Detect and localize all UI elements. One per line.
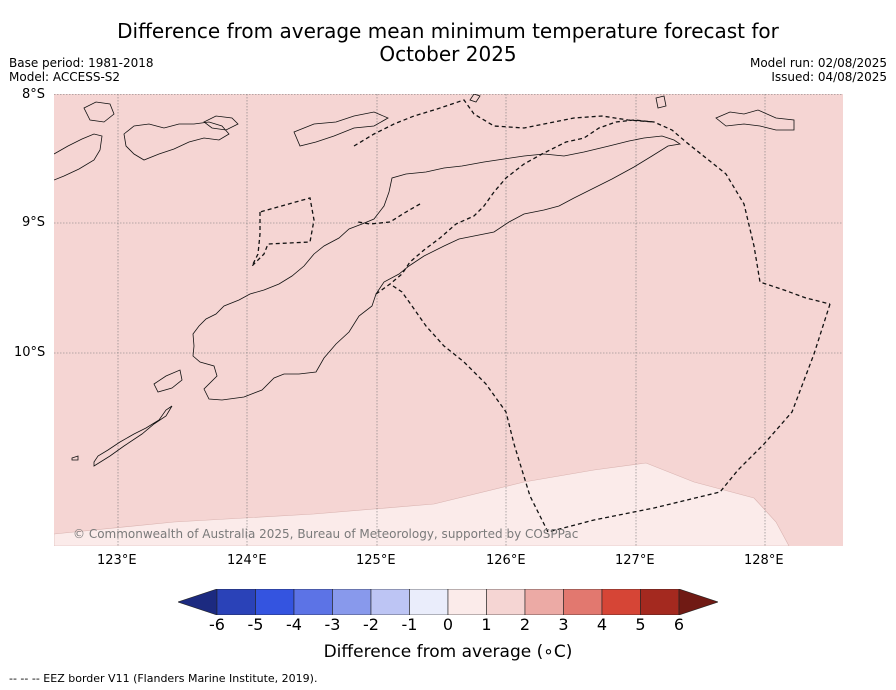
colorbar xyxy=(178,589,718,615)
colorbar-tick-label: 6 xyxy=(673,615,685,634)
rote-coastline xyxy=(93,405,173,467)
semau-coastline xyxy=(153,369,183,393)
colorbar-cell xyxy=(524,589,564,615)
north-island-coastline xyxy=(123,121,230,161)
colorbar-cell xyxy=(293,589,333,615)
colorbar-tick-label: -1 xyxy=(401,615,418,634)
colorbar-tick-label: 0 xyxy=(442,615,454,634)
small-island-4 xyxy=(655,95,667,109)
model-text: Model: ACCESS-S2 xyxy=(9,70,121,84)
eez-inner-border xyxy=(357,203,421,225)
lon-label-125e: 125°E xyxy=(356,553,396,568)
colorbar-tick-label: 1 xyxy=(481,615,492,634)
issued-text: Issued: 04/08/2025 xyxy=(771,70,887,84)
colorbar-cell xyxy=(601,589,641,615)
copyright-text: © Commonwealth of Australia 2025, Bureau… xyxy=(73,527,579,541)
lon-label-123e: 123°E xyxy=(97,553,137,568)
small-island-1 xyxy=(83,101,115,123)
lon-label-126e: 126°E xyxy=(486,553,526,568)
small-island-5 xyxy=(715,109,795,131)
eez-enclave-border xyxy=(251,197,315,267)
lat-label-10s: 10°S xyxy=(14,345,46,360)
coastlines xyxy=(54,94,795,467)
colorbar-tick-label: -3 xyxy=(324,615,341,634)
timor-coastline xyxy=(192,135,682,401)
graticule xyxy=(54,94,843,546)
colorbar-tick-label: 5 xyxy=(635,615,646,634)
lon-label-128e: 128°E xyxy=(744,553,784,568)
lat-label-9s: 9°S xyxy=(22,215,46,230)
eez-south-border xyxy=(389,283,831,533)
chart-title: Difference from average mean minimum tem… xyxy=(0,20,896,66)
colorbar-cell xyxy=(216,589,256,615)
colorbar-cell xyxy=(409,589,449,615)
colorbar-tick-label: 2 xyxy=(519,615,531,634)
colorbar-tick-label: 3 xyxy=(558,615,569,634)
colorbar-cell xyxy=(447,589,487,615)
colorbar-cell xyxy=(255,589,295,615)
base-period-text: Base period: 1981-2018 xyxy=(9,56,154,70)
anomaly-1-2-region xyxy=(54,94,843,546)
colorbar-label: Difference from average (∘C) xyxy=(323,642,573,662)
eez-east-border xyxy=(375,119,831,305)
colorbar-tick-label: -2 xyxy=(363,615,379,634)
title-line-1: Difference from average mean minimum tem… xyxy=(117,19,779,43)
colorbar-cell xyxy=(370,589,410,615)
alor-coastline xyxy=(54,133,103,181)
lon-label-127e: 127°E xyxy=(615,553,655,568)
colorbar-cell xyxy=(486,589,526,615)
model-run-text: Model run: 02/08/2025 xyxy=(749,56,887,70)
colorbar-extend-low xyxy=(178,589,218,615)
meta-left: Base period: 1981-2018 Model: ACCESS-S2 xyxy=(9,56,154,84)
eez-footnote: -- -- -- EEZ border V11 (Flanders Marine… xyxy=(9,672,318,685)
colorbar-cell xyxy=(640,589,680,615)
colorbar-cell xyxy=(332,589,372,615)
anomaly-0-1-region xyxy=(54,462,790,546)
colorbar-tick-label: -5 xyxy=(247,615,264,634)
small-island-3 xyxy=(293,111,389,147)
meta-right: Model run: 02/08/2025 Issued: 04/08/2025 xyxy=(750,56,887,84)
small-island-6 xyxy=(469,94,481,103)
colorbar-cell xyxy=(563,589,603,615)
colorbar-tick-label: -6 xyxy=(209,615,225,634)
colorbar-tick-label: 4 xyxy=(596,615,608,634)
eez-north-border xyxy=(353,99,655,147)
lat-label-8s: 8°S xyxy=(22,87,46,102)
title-line-2: October 2025 xyxy=(379,42,517,66)
colorbar-tick-label: -4 xyxy=(286,615,302,634)
colorbar-extend-high xyxy=(678,589,718,615)
lon-label-124e: 124°E xyxy=(227,553,267,568)
forecast-map xyxy=(54,94,843,546)
ndao-coastline xyxy=(71,455,79,461)
small-island-2 xyxy=(203,115,239,131)
